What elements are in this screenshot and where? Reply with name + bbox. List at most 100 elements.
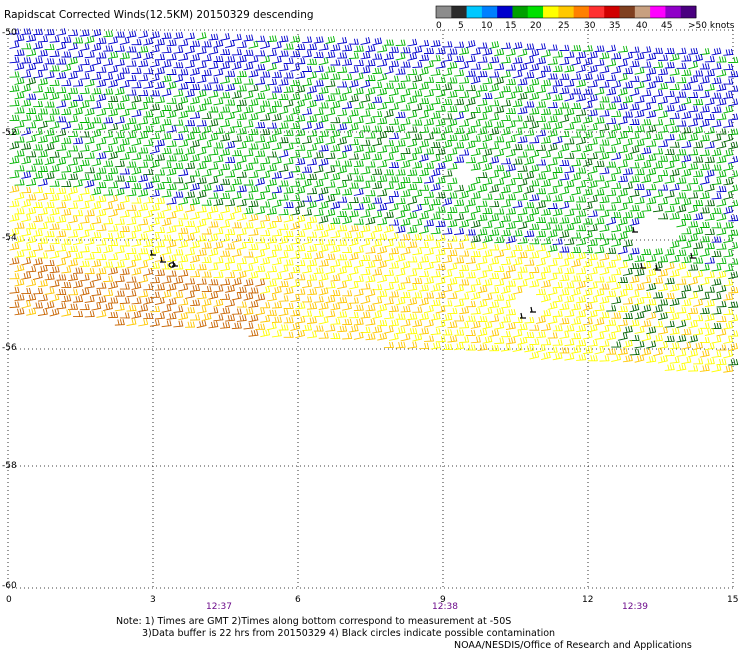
wind-barb — [500, 99, 511, 107]
wind-barb — [91, 57, 102, 66]
wind-barb — [657, 110, 668, 119]
wind-barb — [494, 121, 505, 128]
wind-barb — [646, 184, 657, 191]
wind-barb — [629, 75, 640, 82]
wind-barb — [365, 333, 376, 341]
wind-barb — [728, 214, 739, 222]
wind-barb — [407, 241, 418, 248]
wind-barb — [442, 284, 453, 293]
key-swatch — [604, 6, 621, 18]
wind-barb — [470, 321, 481, 329]
wind-barb — [236, 241, 247, 251]
wind-barb — [248, 256, 259, 265]
wind-barb — [559, 173, 570, 181]
wind-barb — [536, 115, 547, 123]
wind-barb — [318, 144, 329, 152]
wind-barb — [353, 288, 364, 297]
wind-barb — [56, 258, 67, 267]
wind-barb — [400, 333, 411, 342]
wind-barb — [283, 43, 294, 50]
wind-barb — [377, 319, 388, 327]
wind-barb — [664, 320, 675, 328]
wind-barb — [500, 141, 511, 151]
wind-barb — [442, 98, 453, 105]
wind-barb — [500, 285, 511, 295]
wind-barb — [454, 84, 465, 91]
wind-barb — [108, 65, 118, 74]
wind-barb — [681, 356, 692, 365]
wind-barb — [325, 253, 336, 260]
wind-barb — [547, 287, 558, 296]
wind-barb — [32, 41, 43, 50]
key-swatch — [619, 6, 636, 18]
wind-barb — [395, 111, 406, 118]
wind-barb — [634, 354, 645, 363]
wind-barb — [91, 158, 102, 167]
wind-barb — [184, 233, 195, 242]
wind-barb — [119, 153, 130, 161]
wind-barb — [266, 78, 277, 86]
wind-barb — [337, 66, 348, 74]
wind-barb — [465, 84, 476, 92]
wind-barb — [571, 246, 582, 253]
wind-barb — [154, 110, 165, 118]
key-label-25: 25 — [558, 21, 570, 31]
wind-barb — [664, 61, 675, 69]
wind-barb — [178, 154, 189, 162]
wind-barb — [629, 103, 640, 111]
wind-barb — [166, 155, 177, 162]
wind-barb — [91, 173, 102, 181]
wind-barb — [271, 215, 282, 223]
wind-barb — [629, 275, 640, 284]
wind-barb — [290, 309, 301, 317]
wind-barb — [699, 277, 710, 286]
time-label-1237: 12:37 — [206, 602, 232, 612]
wind-barb — [337, 239, 348, 246]
wind-barb — [32, 229, 43, 237]
wind-barb — [587, 123, 598, 131]
wind-barb — [114, 218, 125, 225]
wind-barb — [295, 57, 306, 65]
wind-barb — [688, 349, 698, 358]
wind-barb — [360, 51, 371, 60]
wind-barb — [587, 180, 598, 189]
wind-barb — [138, 290, 149, 298]
wind-barb — [313, 94, 324, 102]
wind-barb — [126, 60, 137, 67]
wind-barb — [723, 250, 734, 258]
wind-barb — [716, 83, 727, 92]
wind-barb — [477, 155, 488, 164]
wind-barb — [337, 36, 348, 45]
wind-barb — [32, 257, 43, 266]
wind-barb — [622, 225, 633, 233]
wind-barb — [37, 93, 48, 100]
wind-barb — [728, 85, 739, 92]
wind-barb — [395, 268, 406, 277]
wind-barb — [220, 92, 231, 99]
wind-barb — [512, 200, 523, 209]
wind-barb — [512, 329, 523, 338]
wind-barb — [79, 201, 90, 210]
wind-barb — [447, 134, 458, 142]
wind-barb — [688, 192, 699, 199]
wind-barb — [72, 165, 83, 174]
wind-barb — [664, 306, 675, 314]
key-swatch — [634, 6, 651, 18]
wind-barb — [599, 283, 610, 290]
wind-barb — [552, 339, 563, 346]
wind-barb — [407, 313, 418, 320]
wind-barb — [26, 293, 37, 302]
wind-barb — [96, 152, 107, 160]
key-swatch — [497, 6, 513, 18]
wind-barb — [536, 144, 547, 152]
wind-barb — [634, 183, 645, 190]
wind-barb — [360, 196, 371, 204]
wind-barb — [348, 168, 359, 175]
wind-barb — [213, 198, 224, 207]
wind-barb — [365, 132, 376, 139]
wind-barb — [248, 69, 259, 78]
wind-barb — [400, 160, 411, 169]
wind-barb — [208, 46, 219, 55]
wind-barb — [419, 342, 430, 350]
wind-barb — [290, 251, 301, 259]
